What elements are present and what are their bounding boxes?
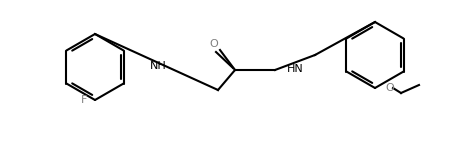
Text: O: O bbox=[385, 83, 394, 93]
Text: O: O bbox=[210, 39, 219, 49]
Text: F: F bbox=[81, 95, 87, 105]
Text: NH: NH bbox=[150, 61, 167, 71]
Text: HN: HN bbox=[287, 64, 303, 74]
